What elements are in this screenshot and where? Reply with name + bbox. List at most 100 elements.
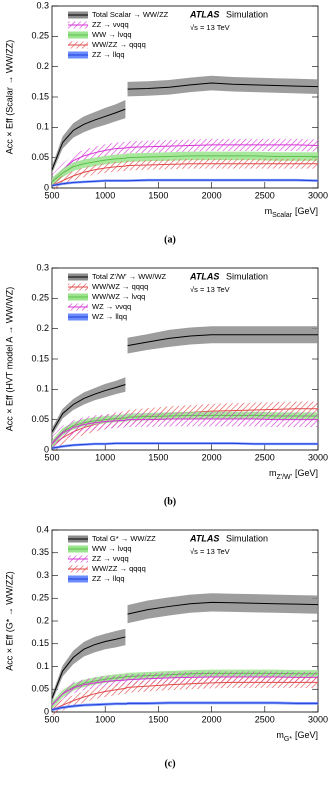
x-axis-label: mZ'/W' [GeV] — [269, 468, 318, 480]
x-axis-label-sub: Scalar — [272, 212, 293, 219]
y-tick-label: 0.05 — [31, 414, 49, 424]
legend-label: WW/ZZ → qqqq — [92, 564, 146, 573]
x-tick-label: 2500 — [255, 190, 275, 200]
legend-label: WW → lνqq — [92, 30, 132, 39]
atlas-label: ATLAS — [189, 271, 219, 281]
x-tick-label: 1500 — [148, 452, 168, 462]
y-tick-label: 0.1 — [36, 384, 49, 394]
x-tick-label: 1000 — [95, 714, 115, 724]
y-tick-label: 0.25 — [31, 31, 49, 41]
legend-label: WZ → ννqq — [92, 302, 131, 311]
y-tick-label: 0 — [44, 444, 49, 454]
y-tick-label: 0.3 — [36, 0, 49, 10]
x-tick-label: 1500 — [148, 714, 168, 724]
energy-label: √s = 13 TeV — [190, 285, 230, 294]
x-axis-label-main: m — [265, 206, 273, 216]
x-tick-label: 2500 — [255, 714, 275, 724]
legend-label: ZZ → ννqq — [92, 554, 129, 563]
x-tick-label: 1000 — [95, 190, 115, 200]
uncertainty-band — [52, 411, 318, 452]
y-tick-label: 0.15 — [31, 638, 49, 648]
atlas-label: ATLAS — [189, 533, 219, 543]
x-tick-label: 2000 — [202, 714, 222, 724]
series-line — [51, 82, 319, 170]
y-tick-label: 0.1 — [36, 661, 49, 671]
series-line — [51, 334, 318, 433]
series-line — [51, 155, 318, 183]
x-tick-label: 3000 — [308, 190, 328, 200]
legend-label: ZZ → llqq — [92, 574, 125, 583]
panel: 0 0.05 0.1 0.15 0.2 0.25 0.3 0.35 0.4 500 1000 1500… — [4, 524, 328, 769]
series-line — [51, 601, 319, 699]
legend-label: Total Z'/W' → WW/WZ — [92, 272, 167, 281]
x-tick-label: 1500 — [148, 190, 168, 200]
x-axis-label-unit: [GeV] — [295, 206, 318, 216]
uncertainty-band — [52, 138, 318, 187]
legend-label: WW → lνqq — [92, 544, 132, 553]
uncertainty-band — [52, 326, 318, 436]
x-tick-label: 1000 — [95, 452, 115, 462]
y-axis-label: Acc × Eff (HVT model A → WW/WZ) — [4, 287, 14, 431]
x-tick-label: 500 — [44, 452, 59, 462]
x-tick-label: 2500 — [255, 452, 275, 462]
atlas-tag: Simulation — [226, 9, 268, 19]
x-tick-label: 3000 — [308, 714, 328, 724]
y-axis-label: Acc × Eff (G* → WW/ZZ) — [4, 571, 14, 671]
y-tick-label: 0.3 — [36, 262, 49, 272]
x-tick-label: 3000 — [308, 452, 328, 462]
y-tick-label: 0.2 — [36, 61, 49, 71]
series-line — [51, 179, 319, 187]
x-axis-label-sub: G* — [284, 736, 292, 743]
uncertainty-band — [52, 151, 318, 187]
x-tick-label: 500 — [44, 190, 59, 200]
y-tick-label: 0.4 — [36, 524, 49, 534]
x-tick-label: 2000 — [202, 452, 222, 462]
series-line — [51, 144, 319, 182]
legend-label: ZZ → ννqq — [92, 20, 129, 29]
x-tick-label: 2000 — [202, 190, 222, 200]
legend-label: ZZ → llqq — [92, 50, 125, 59]
series-line — [51, 442, 318, 449]
series-line — [51, 681, 318, 711]
atlas-label: ATLAS — [189, 9, 219, 19]
caption: (c) — [164, 758, 175, 769]
panel: 0 0.05 0.1 0.15 0.2 0.25 0.3 500 1000 1500 2000 250… — [4, 262, 328, 507]
y-tick-label: 0.3 — [36, 570, 49, 580]
legend-label: WW/WZ → qqqq — [92, 282, 148, 291]
x-axis-label: mG* [GeV] — [276, 730, 318, 742]
y-tick-label: 0.1 — [36, 122, 49, 132]
series-line — [51, 418, 318, 445]
panel: 0 0.05 0.1 0.15 0.2 0.25 0.3 500 1000 1500 2000 250… — [4, 0, 328, 245]
energy-label: √s = 13 TeV — [190, 23, 230, 32]
y-tick-label: 0.05 — [31, 684, 49, 694]
y-tick-label: 0.15 — [31, 353, 49, 363]
y-tick-label: 0.2 — [36, 323, 49, 333]
y-tick-label: 0.2 — [36, 615, 49, 625]
y-tick-label: 0 — [44, 182, 49, 192]
legend-label: Total G* → WW/ZZ — [92, 534, 156, 543]
x-axis-label-unit: [GeV] — [295, 730, 318, 740]
series-line — [51, 702, 318, 711]
y-tick-label: 0.35 — [31, 547, 49, 557]
legend-label: WZ → llqq — [92, 312, 127, 321]
y-tick-label: 0 — [44, 706, 49, 716]
y-tick-label: 0.25 — [31, 593, 49, 603]
legend-label: Total Scalar → WW/ZZ — [92, 10, 169, 19]
x-axis-label-main: m — [276, 730, 284, 740]
caption: (a) — [164, 234, 176, 245]
y-axis-label: Acc × Eff (Scalar → WW/ZZ) — [4, 40, 14, 155]
atlas-tag: Simulation — [226, 271, 268, 281]
x-tick-label: 500 — [44, 714, 59, 724]
energy-label: √s = 13 TeV — [190, 547, 230, 556]
y-tick-label: 0.25 — [31, 293, 49, 303]
legend-label: WW/WZ → lνqq — [92, 292, 145, 301]
x-axis-label: mScalar [GeV] — [265, 206, 318, 218]
x-axis-label-unit: [GeV] — [295, 468, 318, 478]
caption: (b) — [164, 496, 176, 507]
y-tick-label: 0.15 — [31, 91, 49, 101]
x-axis-label-main: m — [269, 468, 277, 478]
atlas-tag: Simulation — [226, 533, 268, 543]
x-axis-label-sub: Z'/W' — [276, 474, 292, 481]
series-line — [51, 163, 318, 187]
